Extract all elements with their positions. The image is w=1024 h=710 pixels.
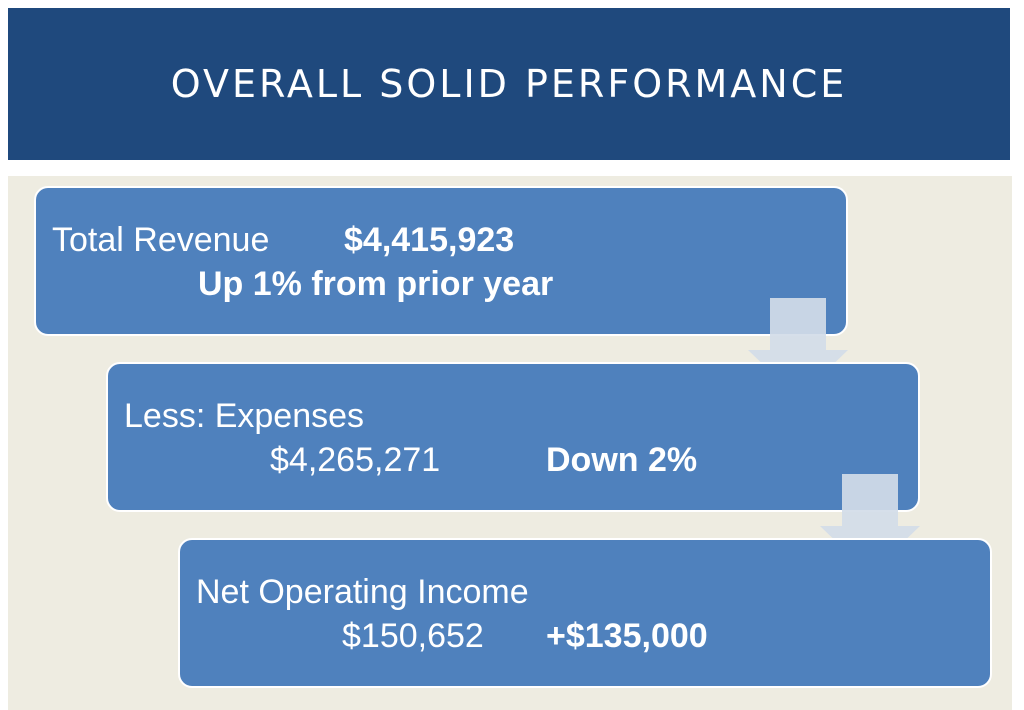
net-operating-income-box: Net Operating Income $150,652 +$135,000 [178, 538, 992, 688]
total-revenue-value: $4,415,923 [344, 221, 515, 259]
slide-title: OVERALL SOLID PERFORMANCE [170, 62, 848, 106]
expenses-value: $4,265,271 [270, 441, 441, 479]
net-operating-income-label: Net Operating Income [196, 573, 529, 611]
expenses-box: Less: Expenses $4,265,271 Down 2% [106, 362, 920, 512]
total-revenue-box: Total Revenue $4,415,923 Up 1% from prio… [34, 186, 848, 336]
title-banner: OVERALL SOLID PERFORMANCE [8, 8, 1010, 160]
net-operating-income-value: $150,652 [342, 617, 484, 655]
total-revenue-change: Up 1% from prior year [198, 265, 554, 303]
expenses-change: Down 2% [546, 441, 698, 479]
expenses-label: Less: Expenses [124, 397, 365, 435]
net-operating-income-change: +$135,000 [546, 617, 708, 655]
total-revenue-label: Total Revenue [52, 221, 270, 259]
